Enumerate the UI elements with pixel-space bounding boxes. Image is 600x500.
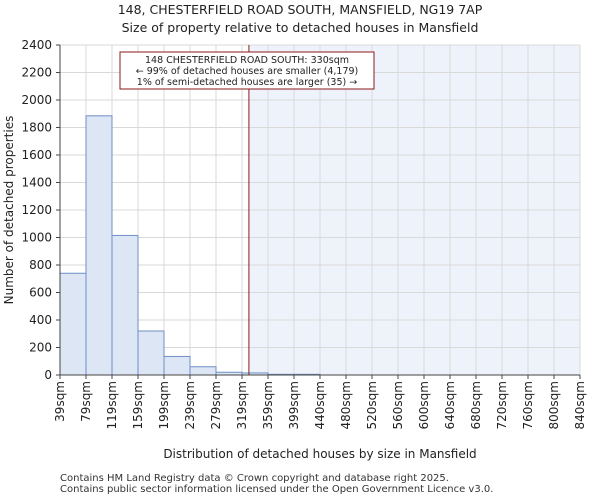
x-tick-label: 319sqm xyxy=(235,381,249,429)
x-tick-label: 399sqm xyxy=(287,381,301,429)
y-tick-label: 600 xyxy=(29,286,52,300)
x-tick-label: 39sqm xyxy=(53,381,67,422)
footer-licence: Contains public sector information licen… xyxy=(60,484,494,495)
x-tick-label: 79sqm xyxy=(79,381,93,422)
annotation-line-3: 1% of semi-detached houses are larger (3… xyxy=(137,77,357,88)
x-tick-label: 440sqm xyxy=(313,381,327,429)
x-tick-label: 159sqm xyxy=(131,381,145,429)
y-axis-title: Number of detached properties xyxy=(2,116,16,305)
x-tick-label: 800sqm xyxy=(547,381,561,429)
x-tick-label: 640sqm xyxy=(443,381,457,429)
y-tick-label: 400 xyxy=(29,313,52,327)
x-tick-label: 359sqm xyxy=(261,381,275,429)
x-tick-label: 279sqm xyxy=(209,381,223,429)
y-tick-label: 0 xyxy=(44,368,52,382)
y-tick-label: 1000 xyxy=(21,231,52,245)
x-tick-label: 119sqm xyxy=(105,381,119,429)
bar xyxy=(59,272,87,376)
bar xyxy=(163,355,191,376)
bar xyxy=(85,115,113,376)
x-tick-label: 560sqm xyxy=(391,381,405,429)
y-tick-label: 1800 xyxy=(21,121,52,135)
x-tick-label: 840sqm xyxy=(573,381,587,429)
x-tick-label: 680sqm xyxy=(469,381,483,429)
chart-title: 148, CHESTERFIELD ROAD SOUTH, MANSFIELD,… xyxy=(117,2,483,17)
x-tick-label: 199sqm xyxy=(157,381,171,429)
y-tick-label: 1200 xyxy=(21,203,52,217)
x-axis-title: Distribution of detached houses by size … xyxy=(163,447,476,461)
y-tick-label: 1400 xyxy=(21,176,52,190)
y-tick-label: 2000 xyxy=(21,93,52,107)
annotation-line-1: 148 CHESTERFIELD ROAD SOUTH: 330sqm xyxy=(145,55,349,66)
footer-copyright: Contains HM Land Registry data © Crown c… xyxy=(60,473,449,484)
bar xyxy=(137,330,165,376)
y-tick-label: 1600 xyxy=(21,148,52,162)
bar xyxy=(189,366,217,376)
bar xyxy=(111,234,139,376)
x-tick-label: 600sqm xyxy=(417,381,431,429)
y-tick-label: 800 xyxy=(29,258,52,272)
annotation-line-2: ← 99% of detached houses are smaller (4,… xyxy=(136,66,359,77)
y-tick-label: 2200 xyxy=(21,66,52,80)
y-tick-label: 2400 xyxy=(21,38,52,52)
chart-subtitle: Size of property relative to detached ho… xyxy=(121,20,479,35)
y-tick-label: 200 xyxy=(29,341,52,355)
x-tick-label: 239sqm xyxy=(183,381,197,429)
x-tick-label: 480sqm xyxy=(339,381,353,429)
annotation-box xyxy=(119,51,375,90)
x-tick-label: 520sqm xyxy=(365,381,379,429)
x-tick-label: 720sqm xyxy=(495,381,509,429)
x-tick-label: 760sqm xyxy=(521,381,535,429)
